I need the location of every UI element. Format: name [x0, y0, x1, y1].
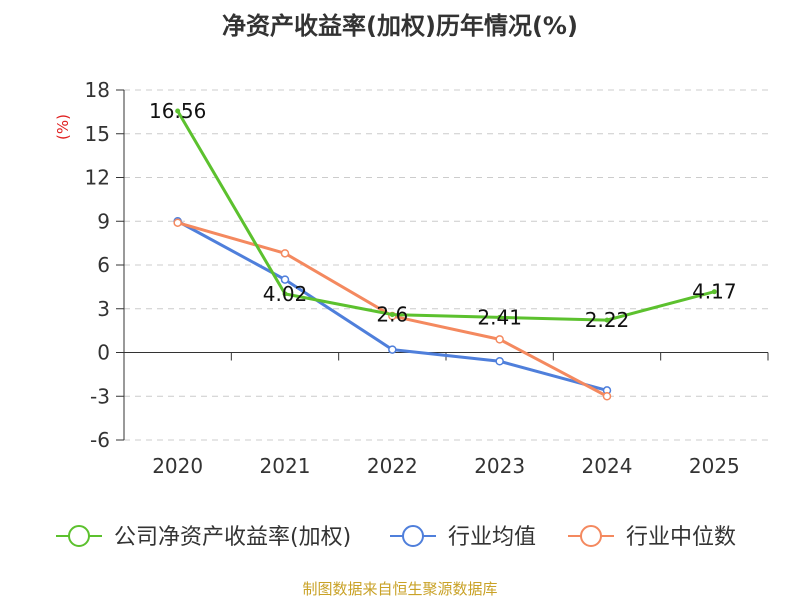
data-point — [604, 317, 610, 323]
data-point — [173, 218, 182, 227]
data-point — [280, 249, 290, 258]
y-tick-label: -6 — [90, 428, 110, 452]
x-tick-label: 2022 — [367, 454, 418, 478]
y-tick-label: 6 — [97, 253, 110, 277]
data-labels: 16.56 4.02 2.6 2.41 2.22 4.17 — [149, 99, 737, 332]
x-tick-labels: 2020 2021 2022 2023 2024 2025 — [152, 454, 740, 478]
series-line — [176, 110, 715, 322]
data-point — [388, 345, 397, 354]
x-tick-label: 2020 — [152, 454, 203, 478]
x-tick-label: 2023 — [474, 454, 525, 478]
y-tick-label: 9 — [97, 209, 110, 233]
y-tick-label: 3 — [97, 297, 110, 321]
legend-label: 行业中位数 — [626, 525, 736, 550]
data-point — [495, 357, 504, 366]
data-label: 2.22 — [585, 308, 630, 332]
data-label: 4.17 — [692, 280, 737, 304]
x-tick-label: 2024 — [582, 454, 633, 478]
legend-marker — [68, 525, 90, 547]
data-point — [711, 289, 717, 295]
data-point — [389, 312, 395, 318]
data-label: 4.02 — [263, 282, 308, 306]
y-axis-label: (%) — [54, 114, 72, 140]
data-point — [497, 314, 503, 320]
chart-title: 净资产收益率(加权)历年情况(%) — [222, 12, 578, 40]
data-point — [175, 108, 181, 114]
grid-lines — [124, 89, 768, 441]
legend: 公司净资产收益率(加权) 行业均值 行业中位数 — [56, 525, 736, 550]
data-label: 16.56 — [149, 99, 206, 123]
data-label: 2.41 — [477, 305, 522, 329]
y-tick-label: 15 — [85, 122, 110, 146]
series-lines — [173, 108, 717, 401]
data-point — [602, 392, 612, 401]
data-point — [280, 275, 290, 284]
axes — [116, 89, 769, 441]
y-tick-label: 18 — [85, 78, 110, 102]
y-tick-label: 0 — [97, 341, 110, 365]
legend-label: 公司净资产收益率(加权) — [114, 525, 351, 550]
data-point — [282, 291, 288, 297]
y-tick-label: -3 — [90, 384, 110, 408]
y-tick-labels: 18 15 12 9 6 3 0 -3 -6 — [85, 78, 110, 452]
x-tick-label: 2025 — [689, 454, 740, 478]
legend-marker — [580, 525, 602, 547]
x-tick-label: 2021 — [260, 454, 311, 478]
y-tick-label: 12 — [85, 166, 110, 190]
source-note: 制图数据来自恒生聚源数据库 — [302, 580, 498, 598]
legend-label: 行业均值 — [448, 525, 536, 550]
data-point — [495, 335, 504, 344]
data-label: 2.6 — [376, 303, 408, 327]
legend-marker — [402, 525, 424, 547]
